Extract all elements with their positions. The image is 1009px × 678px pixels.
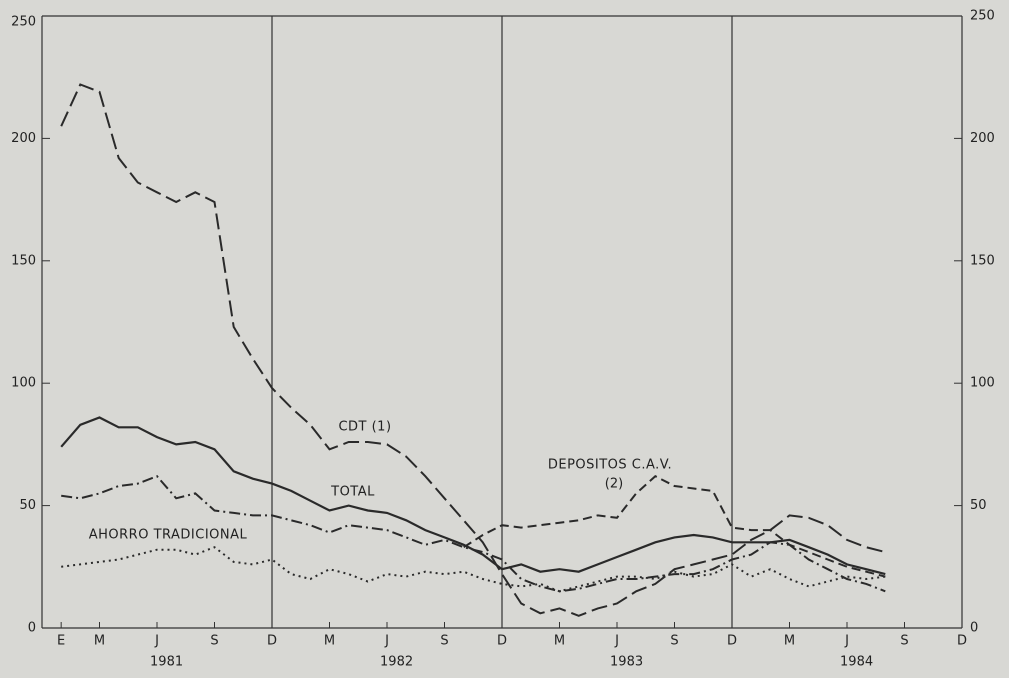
x-tick-label: D — [957, 634, 967, 649]
x-tick-label: M — [784, 634, 795, 649]
annotation: (2) — [605, 477, 623, 492]
year-label: 1984 — [840, 655, 873, 670]
y2-tick-label: 150 — [970, 253, 995, 268]
x-tick-label: D — [727, 634, 737, 649]
y-tick-label: 200 — [11, 131, 36, 146]
y-tick-label: 0 — [28, 621, 36, 636]
x-tick-label: S — [900, 634, 908, 649]
x-tick-label: E — [57, 634, 65, 649]
year-label: 1982 — [380, 655, 413, 670]
x-tick-label: S — [670, 634, 678, 649]
series-label: TOTAL — [330, 485, 375, 500]
series-line — [60, 83, 886, 617]
y2-tick-label: 250 — [970, 9, 995, 24]
series-line — [61, 475, 886, 593]
y-tick-label: 250 — [11, 15, 36, 30]
series-line — [61, 546, 886, 593]
x-tick-label: M — [94, 634, 105, 649]
x-tick-label: M — [554, 634, 565, 649]
x-tick-label: D — [497, 634, 507, 649]
y2-tick-label: 50 — [970, 498, 987, 513]
y2-tick-label: 200 — [970, 131, 995, 146]
series-label: DEPOSITOS C.A.V. — [548, 458, 672, 473]
series-label: AHORRO TRADICIONAL — [89, 528, 248, 543]
y2-tick-label: 0 — [970, 621, 978, 636]
y-tick-label: 100 — [11, 376, 36, 391]
x-tick-label: S — [440, 634, 448, 649]
x-tick-label: S — [210, 634, 218, 649]
year-label: 1983 — [610, 655, 643, 670]
x-tick-label: M — [324, 634, 335, 649]
x-tick-label: J — [154, 634, 159, 649]
y-tick-label: 150 — [11, 253, 36, 268]
x-tick-label: D — [267, 634, 277, 649]
series-label: CDT (1) — [338, 420, 391, 435]
series-line — [463, 474, 886, 578]
x-tick-label: J — [614, 634, 619, 649]
y2-tick-label: 100 — [970, 376, 995, 391]
year-label: 1981 — [150, 655, 183, 670]
x-tick-label: J — [384, 634, 389, 649]
y-tick-label: 50 — [19, 498, 36, 513]
x-tick-label: J — [844, 634, 849, 649]
